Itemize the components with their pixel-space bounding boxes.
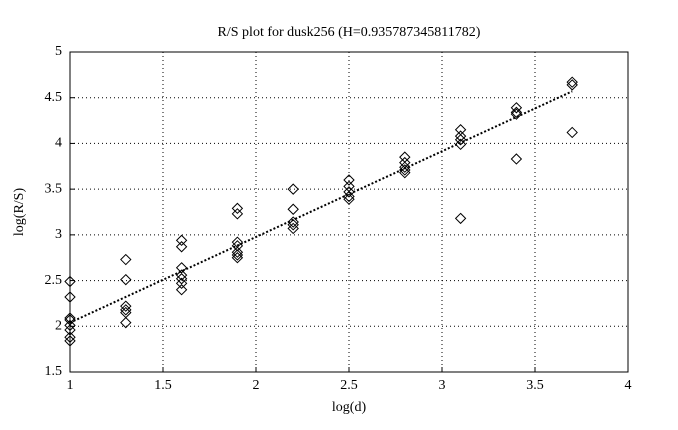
data-point [231,202,244,215]
y-axis-label: log(R/S) [12,188,27,237]
x-tick-label: 3 [439,378,446,393]
data-point [287,222,299,235]
data-point [64,331,76,343]
data-point [120,253,132,266]
y-tick-label: 1.5 [45,364,63,379]
x-tick-label: 2 [253,378,260,393]
data-point [64,312,76,324]
data-point [64,324,76,336]
data-point [510,106,523,119]
x-axis-label: log(d) [332,400,367,415]
x-tick-label: 4 [625,378,632,393]
data-point [343,193,355,205]
data-point [64,335,76,347]
data-point [175,262,188,274]
data-point [175,273,188,285]
data-point [64,275,76,288]
data-point [175,277,188,290]
data-point [231,208,244,220]
y-tick-label: 2 [55,319,62,334]
x-tick-label: 1 [67,378,74,393]
fit-line [69,90,573,324]
data-point [287,219,299,231]
data-point [454,138,467,151]
data-point [175,234,188,247]
y-tick-label: 5 [55,44,62,59]
data-point [566,79,578,91]
y-tick-label: 3 [55,227,62,242]
chart-title: R/S plot for dusk256 (H=0.93578734581178… [218,25,481,40]
x-tick-label: 1.5 [154,378,172,393]
data-point [64,319,76,332]
data-point [231,249,244,261]
data-point [566,126,578,139]
y-tick-label: 4 [55,136,62,151]
data-point [175,284,188,296]
data-point [231,240,244,252]
data-point [120,300,132,312]
x-tick-label: 3.5 [526,378,544,393]
data-point [175,241,188,253]
data-point [287,203,299,215]
data-point [64,291,76,303]
y-tick-label: 2.5 [45,273,63,288]
data-point [566,76,578,88]
x-tick-label: 2.5 [340,378,358,393]
data-point [510,102,523,114]
data-point [287,183,299,195]
data-point [343,190,355,203]
data-point [120,304,132,316]
data-point [175,269,188,281]
y-tick-label: 3.5 [45,181,63,196]
plot-frame [69,51,629,373]
data-point [120,273,132,286]
data-point [231,252,244,264]
data-point [510,153,523,165]
data-point [343,174,355,186]
data-point [399,164,411,176]
y-tick-label: 4.5 [45,90,63,105]
data-point [399,161,411,173]
data-point [231,246,244,258]
data-point [510,108,523,120]
data-point [120,316,132,329]
data-point [454,134,467,146]
data-point [454,212,467,225]
data-point [287,216,299,228]
data-point [343,186,355,198]
data-point [454,130,467,142]
